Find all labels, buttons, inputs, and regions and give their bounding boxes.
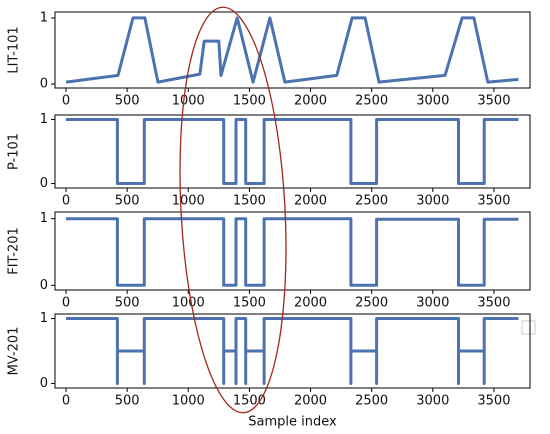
y-axis-label: MV-201 xyxy=(7,327,22,376)
plot-frame xyxy=(54,211,531,291)
x-tick-label: 1000 xyxy=(172,296,205,311)
x-tick-label: 1500 xyxy=(233,94,266,109)
x-tick-label: 2500 xyxy=(355,94,388,109)
y-tick-label: 0 xyxy=(40,77,48,92)
y-tick-label: 1 xyxy=(40,211,48,226)
x-tick-label: 1000 xyxy=(172,394,205,409)
x-tick-label: 2500 xyxy=(355,394,388,409)
highlight-ellipse xyxy=(179,6,287,414)
data-line xyxy=(66,118,519,185)
x-tick-label: 500 xyxy=(115,394,140,409)
plot-frame xyxy=(54,114,531,189)
x-tick-label: 1500 xyxy=(233,296,266,311)
x-tick-label: 500 xyxy=(115,296,140,311)
x-tick-label: 3000 xyxy=(416,394,449,409)
y-tick-label: 1 xyxy=(40,112,48,127)
x-tick-label: 2000 xyxy=(294,94,327,109)
plot-frame xyxy=(54,313,531,389)
x-tick-label: 1500 xyxy=(233,194,266,209)
x-tick-label: 500 xyxy=(115,194,140,209)
x-tick-label: 3500 xyxy=(477,194,510,209)
x-tick-label: 1000 xyxy=(172,94,205,109)
x-tick-label: 0 xyxy=(62,94,70,109)
y-tick-label: 0 xyxy=(40,278,48,293)
data-line xyxy=(66,217,519,287)
y-tick-label: 1 xyxy=(40,10,48,25)
x-tick-label: 3000 xyxy=(416,194,449,209)
x-tick-label: 2500 xyxy=(355,194,388,209)
y-tick-label: 0 xyxy=(40,376,48,391)
y-tick-label: 0 xyxy=(40,176,48,191)
x-tick-label: 3500 xyxy=(477,394,510,409)
data-line xyxy=(65,16,519,84)
x-tick-label: 2000 xyxy=(294,296,327,311)
data-line xyxy=(66,317,519,385)
x-tick-label: 500 xyxy=(115,94,140,109)
x-tick-label: 2500 xyxy=(355,296,388,311)
x-tick-label: 1000 xyxy=(172,194,205,209)
plot-frame xyxy=(54,11,531,89)
x-tick-label: 0 xyxy=(62,296,70,311)
x-tick-label: 1500 xyxy=(233,394,266,409)
y-tick-label: 1 xyxy=(40,311,48,326)
x-axis-label: Sample index xyxy=(248,415,337,430)
x-tick-label: 2000 xyxy=(294,394,327,409)
x-tick-label: 3500 xyxy=(477,94,510,109)
x-tick-label: 3500 xyxy=(477,296,510,311)
legend-box xyxy=(521,320,536,335)
x-tick-label: 0 xyxy=(62,194,70,209)
x-tick-label: 3000 xyxy=(416,94,449,109)
x-tick-label: 2000 xyxy=(294,194,327,209)
x-tick-label: 3000 xyxy=(416,296,449,311)
x-tick-label: 0 xyxy=(62,394,70,409)
y-axis-label: LIT-101 xyxy=(7,26,22,73)
y-axis-label: FIT-201 xyxy=(7,227,22,275)
y-axis-label: P-101 xyxy=(7,133,22,170)
